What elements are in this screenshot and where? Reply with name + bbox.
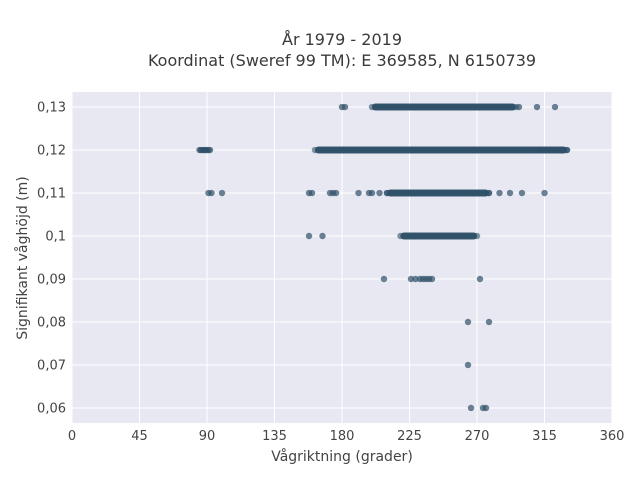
- data-point: [536, 146, 544, 154]
- x-tick-label: 90: [199, 429, 216, 444]
- data-point: [485, 189, 493, 197]
- x-tick-label: 225: [397, 429, 422, 444]
- data-point: [467, 404, 475, 412]
- data-point: [368, 189, 376, 197]
- data-point: [332, 189, 340, 197]
- data-point: [485, 318, 493, 326]
- data-point: [551, 103, 559, 111]
- x-tick-label: 270: [465, 429, 490, 444]
- data-point: [551, 146, 559, 154]
- data-point: [473, 232, 481, 240]
- y-tick-label: 0,1: [45, 230, 66, 245]
- y-tick-label: 0,09: [37, 272, 66, 287]
- data-point: [308, 189, 316, 197]
- x-tick-label: 135: [262, 429, 287, 444]
- data-point: [380, 275, 388, 283]
- x-axis-label: Vågriktning (grader): [271, 448, 413, 465]
- data-point: [541, 189, 548, 197]
- data-point: [496, 189, 503, 197]
- x-tick-label: 180: [330, 429, 355, 444]
- data-point: [208, 189, 215, 197]
- data-point: [319, 232, 326, 240]
- x-tick-label: 45: [131, 429, 148, 444]
- x-tick-label: 360: [600, 429, 625, 444]
- data-point: [506, 189, 514, 197]
- x-tick-label: 0: [68, 429, 76, 444]
- data-point: [407, 275, 415, 283]
- data-point: [376, 189, 383, 197]
- data-point: [412, 275, 419, 283]
- data-point: [305, 232, 313, 240]
- data-point: [515, 103, 523, 111]
- y-tick-label: 0,07: [37, 358, 66, 373]
- y-tick-label: 0,12: [37, 144, 66, 159]
- data-point: [464, 318, 472, 326]
- data-point: [518, 189, 526, 197]
- data-point: [545, 146, 553, 154]
- data-point: [464, 361, 472, 369]
- tick-labels: 0 45 90 135 180 225 270 315 360 0,06 0,07 0,08 0,09 0…: [37, 101, 624, 444]
- x-tick-label: 315: [532, 429, 557, 444]
- y-tick-label: 0,11: [37, 187, 66, 202]
- y-tick-label: 0,08: [37, 315, 66, 330]
- data-point: [482, 404, 490, 412]
- data-point: [341, 103, 349, 111]
- data-point: [476, 275, 484, 283]
- data-point: [383, 189, 391, 197]
- data-point: [218, 189, 226, 197]
- y-tick-label: 0,06: [37, 401, 66, 416]
- y-axis-label: Signifikant våghöjd (m): [14, 176, 31, 339]
- chart-subtitle: Koordinat (Sweref 99 TM): E 369585, N 61…: [148, 51, 536, 70]
- data-point: [533, 103, 541, 111]
- data-point: [428, 275, 436, 283]
- data-point: [355, 189, 362, 197]
- y-tick-label: 0,13: [37, 101, 66, 116]
- data-point: [557, 146, 565, 154]
- data-point: [206, 146, 214, 154]
- chart-title: År 1979 - 2019: [282, 30, 402, 49]
- data-point: [563, 146, 571, 154]
- data-points: [196, 103, 571, 412]
